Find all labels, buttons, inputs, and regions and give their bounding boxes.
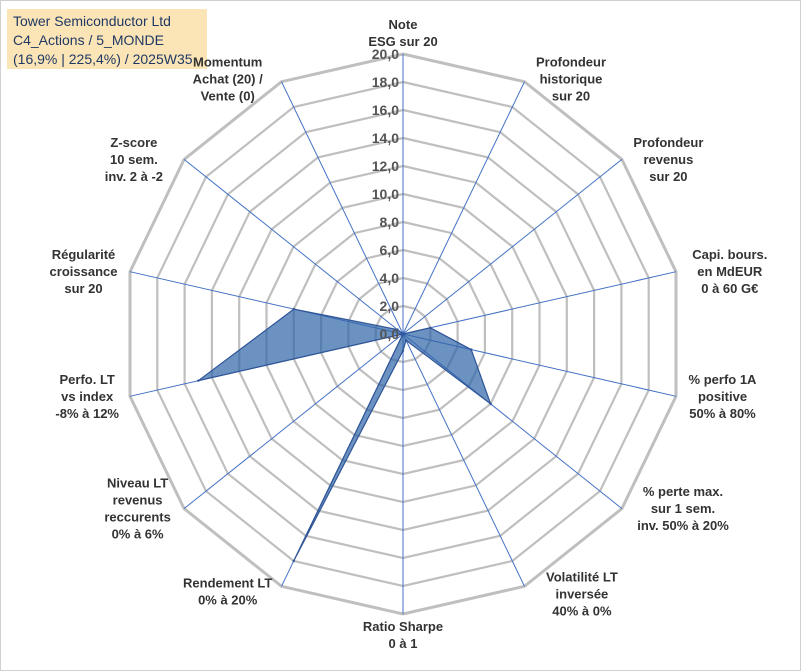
data-point-12 (292, 307, 295, 311)
axis-label-line: sur 20 (64, 281, 102, 296)
axis-spoke-10 (183, 333, 404, 509)
axis-label-line: Niveau LT (107, 476, 168, 491)
axis-label-line: 50% à 80% (689, 406, 756, 421)
axis-label-line: inversée (556, 586, 609, 601)
axis-label-14: Momentum Achat (20) / Vente (0) (193, 55, 263, 104)
data-point-5 (470, 348, 473, 351)
tick-label: 20,0 (372, 46, 399, 62)
axis-label-12: Régularité croissance sur 20 (50, 247, 118, 296)
axis-label-line: 0 à 60 G€ (701, 281, 758, 296)
axis-label-6: % perte max. sur 1 sem. inv. 50% à 20% (637, 484, 729, 533)
data-point-6 (489, 402, 492, 405)
axis-label-line: Momentum (193, 55, 262, 70)
axis-label-line: 10 sem. (110, 152, 158, 167)
axis-label-line: en MdEUR (697, 264, 763, 279)
axis-label-line: revenus (113, 493, 163, 508)
data-point-8 (401, 349, 405, 352)
axis-label-line: sur 1 sem. (651, 501, 715, 516)
axis-label-line: Rendement LT (183, 575, 272, 590)
data-point-9 (292, 559, 295, 563)
axis-label-9: Rendement LT 0% à 20% (183, 575, 272, 607)
axis-label-2: Profondeur historique sur 20 (536, 55, 606, 104)
axis-label-line: 0% à 20% (198, 592, 258, 607)
radar-tick-labels: 0,0 2,0 4,0 6,0 8,0 10,0 12,0 14,0 16,0 18,0 20,0 (372, 46, 399, 342)
axis-label-line: Volatilité LT (546, 569, 618, 584)
axis-label-line: Perfo. LT (60, 372, 115, 387)
axis-label-line: reccurents (104, 510, 170, 525)
axis-label-8: Ratio Sharpe 0 à 1 (363, 619, 443, 651)
tick-label: 0,0 (380, 326, 400, 342)
axis-label-line: croissance (50, 264, 118, 279)
title-line-3: (16,9% | 225,4%) / 2025W35 (13, 51, 193, 67)
tick-label: 2,0 (380, 298, 400, 314)
axis-label-line: Vente (0) (201, 89, 255, 104)
data-point-4 (429, 326, 432, 329)
tick-label: 12,0 (372, 158, 399, 174)
axis-spoke-2 (402, 81, 525, 335)
axis-spoke-4 (402, 271, 677, 335)
axis-label-line: Régularité (52, 247, 116, 262)
tick-label: 14,0 (372, 130, 399, 146)
axis-label-4: Capi. bours. en MdEUR 0 à 60 G€ (692, 247, 767, 296)
axis-label-11: Perfo. LT vs index -8% à 12% (55, 372, 119, 421)
data-point-14 (401, 332, 405, 336)
axis-label-line: % perfo 1A (689, 372, 758, 387)
tick-label: 6,0 (380, 242, 400, 258)
axis-spoke-7 (402, 333, 525, 587)
title-line-1: Tower Semiconductor Ltd (13, 13, 171, 29)
axis-spoke-3 (402, 159, 623, 335)
axis-label-line: vs index (61, 389, 114, 404)
tick-label: 16,0 (372, 102, 399, 118)
axis-spoke-14 (281, 81, 404, 335)
tick-label: 8,0 (380, 214, 400, 230)
axis-label-3: Profondeur revenus sur 20 (633, 135, 703, 184)
axis-label-line: sur 20 (649, 169, 687, 184)
axis-label-line: revenus (643, 152, 693, 167)
axis-label-line: Note (389, 17, 418, 32)
axis-label-line: ESG sur 20 (368, 34, 437, 49)
axis-label-line: Profondeur (536, 55, 606, 70)
axis-label-line: inv. 2 à -2 (105, 169, 163, 184)
axis-label-line: sur 20 (552, 89, 590, 104)
axis-label-line: 0 à 1 (389, 636, 418, 651)
axis-label-13: Z-score 10 sem. inv. 2 à -2 (105, 135, 163, 184)
axis-label-line: Capi. bours. (692, 247, 767, 262)
axis-label-line: Z-score (110, 135, 157, 150)
data-point-7 (404, 339, 408, 342)
axis-label-line: 40% à 0% (552, 603, 612, 618)
axis-label-line: historique (540, 72, 603, 87)
radar-axis-labels: Note ESG sur 20 Profondeur historique sur 20… (50, 17, 768, 651)
axis-label-line: Achat (20) / (193, 72, 263, 87)
axis-label-line: Profondeur (633, 135, 703, 150)
axis-label-line: 0% à 6% (112, 527, 164, 542)
tick-label: 10,0 (372, 186, 399, 202)
data-point-11 (197, 379, 200, 382)
chart-title-box: Tower Semiconductor Ltd C4_Actions / 5_M… (7, 9, 207, 69)
tick-label: 4,0 (380, 270, 400, 286)
axis-label-7: Volatilité LT inversée 40% à 0% (546, 569, 618, 618)
axis-label-line: % perte max. (643, 484, 723, 499)
axis-label-line: positive (698, 389, 747, 404)
axis-label-line: inv. 50% à 20% (637, 518, 729, 533)
axis-label-10: Niveau LT revenus reccurents 0% à 6% (104, 476, 170, 542)
axis-label-line: -8% à 12% (55, 406, 119, 421)
axis-label-5: % perfo 1A positive 50% à 80% (689, 372, 758, 421)
series-area-1 (197, 308, 492, 562)
title-line-2: C4_Actions / 5_MONDE (13, 32, 164, 48)
axis-label-1: Note ESG sur 20 (368, 17, 437, 49)
axis-spoke-13 (183, 159, 404, 335)
radar-series (197, 307, 492, 563)
tick-label: 18,0 (372, 74, 399, 90)
axis-label-line: Ratio Sharpe (363, 619, 443, 634)
data-point-13 (396, 328, 399, 331)
